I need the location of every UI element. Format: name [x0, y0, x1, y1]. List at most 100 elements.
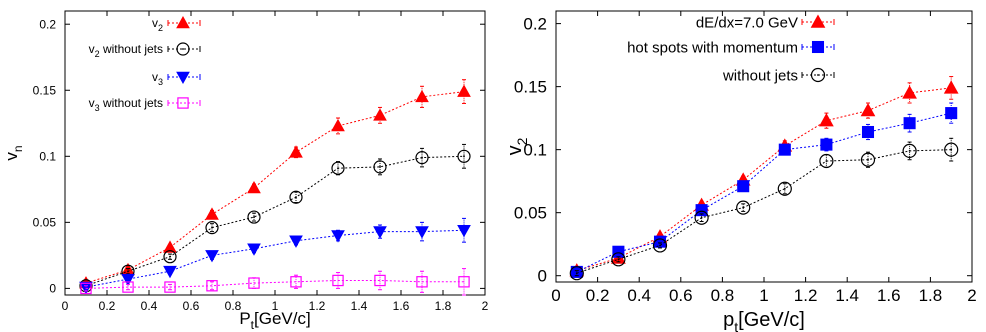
data-point	[820, 114, 833, 126]
x-tick-label: 2	[967, 286, 976, 305]
data-point	[862, 104, 875, 116]
legend-marker	[812, 41, 823, 52]
data-point	[945, 81, 958, 93]
data-point-dot	[742, 207, 744, 209]
data-point	[374, 109, 386, 120]
x-tick-label: 1.8	[919, 286, 943, 305]
data-point-dot	[701, 217, 703, 219]
legend-marker	[177, 72, 189, 83]
data-point	[458, 225, 470, 236]
series-line	[86, 92, 464, 284]
data-point-dot	[576, 272, 578, 274]
y-axis-label-main: v	[504, 145, 526, 155]
data-point-dot	[253, 216, 255, 218]
y-axis-label-sub: n	[11, 145, 25, 152]
series-line	[86, 280, 464, 288]
data-point-dot	[867, 159, 869, 161]
y-tick-label: 0.2	[39, 17, 56, 31]
legend-label-sub: 2	[158, 23, 163, 33]
data-point	[290, 236, 302, 247]
legend-marker-dot	[182, 48, 184, 50]
x-axis-label-rest: [GeV/c]	[254, 309, 311, 328]
chart-panel-2: 0 0.2 0.4 0.6 0.8 1 1.2 1.4 1.6 1.8 2 0 0.05 0.1 0.15 0…	[504, 11, 977, 332]
x-tick-label: 0.4	[627, 286, 651, 305]
data-point-dot	[618, 258, 620, 260]
y-tick-label: 0	[49, 282, 56, 296]
y-tick-label: 0.05	[33, 216, 57, 230]
legend-label: hot spots with momentum	[627, 39, 798, 56]
x-tick-label: 0.6	[183, 299, 200, 313]
data-point	[862, 126, 873, 137]
data-point-dot	[379, 166, 381, 168]
x-axis-label-rest: [GeV/c]	[738, 309, 805, 331]
data-point	[738, 181, 749, 192]
data-point-dot	[950, 149, 952, 151]
data-point-dot	[211, 227, 213, 229]
y-tick-label: 0.15	[33, 83, 57, 97]
data-point-dot	[784, 188, 786, 190]
x-axis-label: pt[GeV/c]	[723, 309, 805, 332]
legend-label-sub: 3	[158, 77, 163, 87]
data-point	[290, 146, 302, 157]
legend-marker	[177, 17, 189, 28]
data-point	[206, 208, 218, 219]
data-point-dot	[169, 256, 171, 258]
x-tick-label: 1.2	[794, 286, 818, 305]
legend-label: dE/dx=7.0 GeV	[696, 14, 798, 31]
legend-marker-dot	[817, 74, 819, 76]
y-tick-label: 0	[538, 267, 547, 286]
series-2	[80, 144, 470, 291]
legend-label-main: hot spots with momentum	[627, 39, 798, 56]
data-point-dot	[295, 196, 297, 198]
data-point	[946, 108, 957, 119]
data-point	[458, 86, 470, 97]
y-axis-label: vn	[2, 145, 25, 160]
y-axis-label-sub: 2	[514, 137, 530, 145]
series-line	[577, 88, 951, 271]
x-tick-label: 1	[759, 286, 768, 305]
series-1	[570, 77, 957, 276]
x-tick-label: 2	[482, 299, 489, 313]
y-tick-label: 0.05	[514, 204, 547, 223]
x-tick-label: 1.4	[835, 286, 859, 305]
data-point-dot	[337, 167, 339, 169]
x-tick-label: 0.4	[141, 299, 158, 313]
series-line	[577, 113, 951, 272]
data-point-dot	[826, 160, 828, 162]
data-point-dot	[463, 155, 465, 157]
x-axis-label-main: p	[723, 309, 734, 331]
data-point	[416, 227, 428, 238]
x-tick-label: 1.4	[351, 299, 368, 313]
data-point-dot	[659, 245, 661, 247]
x-tick-label: 0	[551, 286, 560, 305]
legend-label: v2	[152, 16, 163, 33]
y-tick-label: 0.15	[514, 78, 547, 97]
legend-label: without jets	[722, 67, 798, 84]
data-point	[122, 274, 134, 285]
series-3	[570, 138, 957, 279]
x-axis-label-main: P	[239, 309, 250, 328]
series-1	[80, 80, 470, 288]
series-line	[86, 156, 464, 285]
x-tick-label: 1.2	[309, 299, 326, 313]
x-tick-label: 0.8	[711, 286, 735, 305]
data-point	[904, 118, 915, 129]
legend-label-rest: without jets	[100, 42, 163, 56]
data-point	[206, 251, 218, 262]
x-tick-label: 1.6	[393, 299, 410, 313]
series-2	[571, 103, 956, 277]
data-point	[821, 139, 832, 150]
data-point-dot	[421, 157, 423, 159]
data-point	[248, 182, 260, 193]
legend-marker	[812, 16, 825, 28]
x-tick-label: 1.6	[877, 286, 901, 305]
legend-label-main: without jets	[722, 67, 798, 84]
chart-panel-1: 0 0.2 0.4 0.6 0.8 1 1.2 1.4 1.6 1.8 200.050.10.150…	[2, 11, 489, 332]
data-point	[613, 246, 624, 257]
y-tick-label: 0.1	[39, 150, 56, 164]
x-tick-label: 0.2	[586, 286, 610, 305]
x-tick-label: 0.2	[99, 299, 116, 313]
legend-label: v2 without jets	[89, 42, 163, 59]
